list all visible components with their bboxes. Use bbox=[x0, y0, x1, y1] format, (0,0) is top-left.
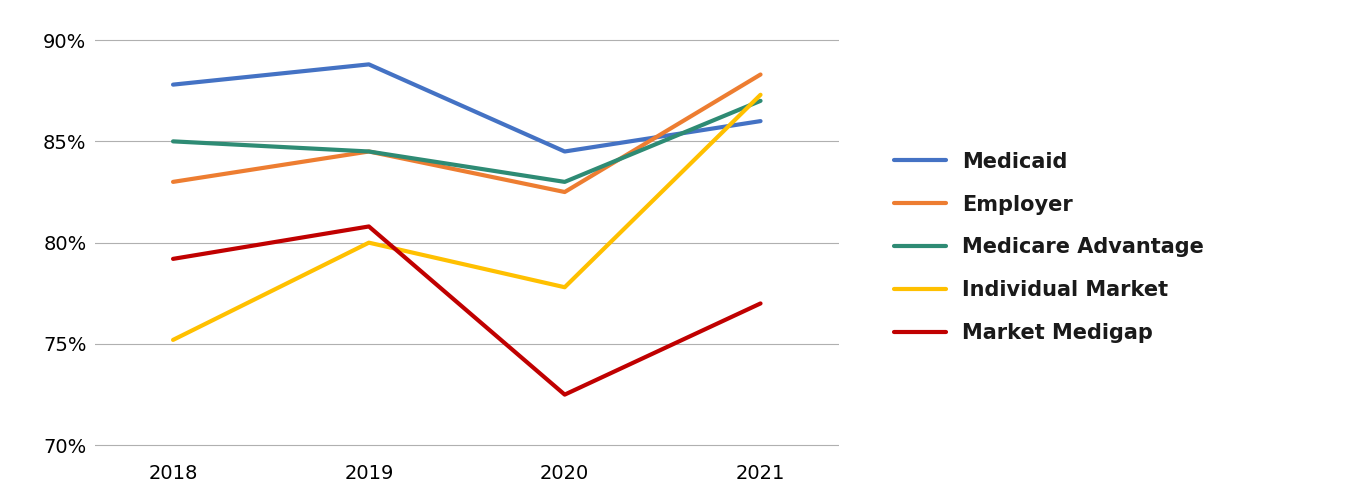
Market Medigap bbox=[556, 392, 572, 397]
Legend: Medicaid, Employer, Medicare Advantage, Individual Market, Market Medigap: Medicaid, Employer, Medicare Advantage, … bbox=[884, 141, 1215, 354]
Medicaid bbox=[361, 61, 377, 67]
Individual Market bbox=[752, 92, 769, 98]
Line: Medicare Advantage: Medicare Advantage bbox=[173, 101, 760, 182]
Line: Individual Market: Individual Market bbox=[173, 95, 760, 340]
Medicare Advantage bbox=[752, 98, 769, 104]
Market Medigap bbox=[752, 300, 769, 306]
Individual Market bbox=[556, 284, 572, 290]
Employer bbox=[752, 72, 769, 78]
Medicaid bbox=[556, 148, 572, 154]
Individual Market bbox=[165, 337, 181, 343]
Medicare Advantage bbox=[556, 179, 572, 185]
Line: Medicaid: Medicaid bbox=[173, 64, 760, 151]
Line: Employer: Employer bbox=[173, 75, 760, 192]
Medicaid bbox=[165, 82, 181, 88]
Market Medigap bbox=[165, 256, 181, 262]
Individual Market bbox=[361, 240, 377, 246]
Medicare Advantage bbox=[165, 139, 181, 145]
Medicare Advantage bbox=[361, 148, 377, 154]
Employer bbox=[361, 148, 377, 154]
Line: Market Medigap: Market Medigap bbox=[173, 226, 760, 395]
Medicaid bbox=[752, 118, 769, 124]
Market Medigap bbox=[361, 223, 377, 229]
Employer bbox=[165, 179, 181, 185]
Employer bbox=[556, 189, 572, 195]
